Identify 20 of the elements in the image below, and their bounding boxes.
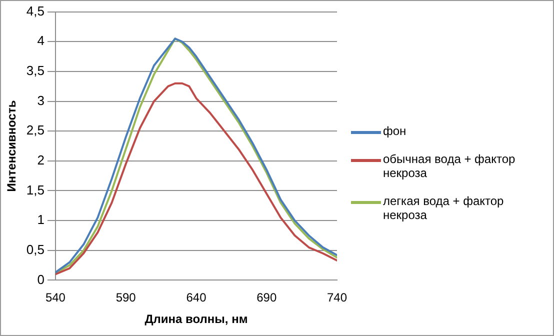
y-tick-label: 3	[37, 92, 44, 108]
y-tick-label: 4,5	[26, 3, 44, 18]
y-tick-label: 1,5	[26, 182, 44, 198]
x-axis-title: Длина волны, нм	[144, 312, 248, 326]
x-tick-label: 590	[116, 290, 136, 305]
x-tick-label: 690	[256, 290, 277, 305]
y-tick-label: 0	[37, 272, 44, 287]
legend-label: обычная вода + фактор некроза	[383, 152, 516, 180]
y-axis-title: Интенсивность	[4, 100, 19, 192]
y-tick-label: 4	[37, 33, 44, 48]
legend-label: легкая вода + фактор некроза	[383, 194, 505, 222]
y-tick-label: 0,5	[26, 242, 44, 257]
y-tick-label: 2	[37, 152, 44, 168]
x-tick-label: 640	[186, 290, 207, 305]
legend-label: фон	[383, 124, 408, 138]
x-tick-label: 740	[326, 290, 348, 305]
y-tick-label: 3,5	[26, 63, 44, 78]
y-tick-label: 1	[37, 212, 44, 228]
y-tick-label: 2,5	[26, 122, 44, 138]
x-tick-label: 540	[45, 290, 66, 305]
